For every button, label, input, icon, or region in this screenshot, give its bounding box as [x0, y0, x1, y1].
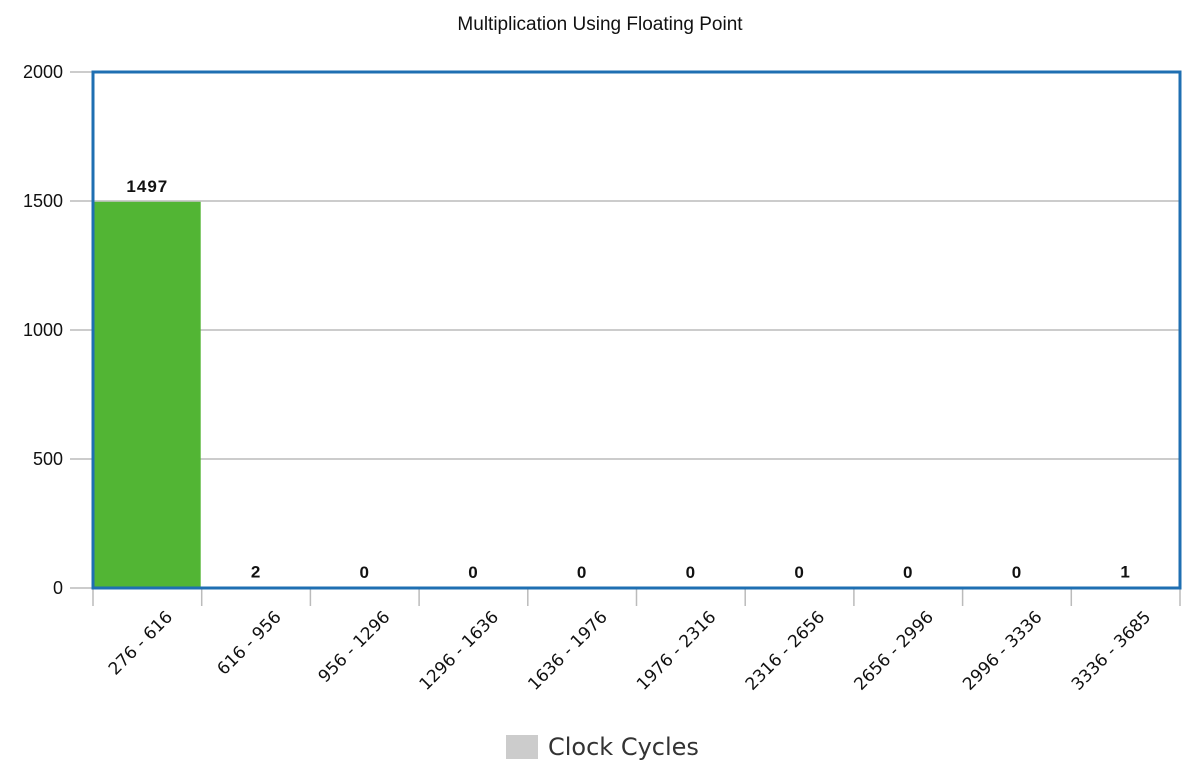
legend-label: Clock Cycles: [548, 733, 699, 761]
data-label: 0: [903, 563, 913, 582]
data-label: 0: [686, 563, 696, 582]
x-tick-label: 956 - 1296: [315, 607, 395, 687]
data-label: 2: [251, 562, 261, 581]
plot-frame: [91, 70, 1182, 590]
chart-title: Multiplication Using Floating Point: [457, 14, 743, 35]
data-label: 1: [1120, 563, 1130, 582]
x-tick-label: 1296 - 1636: [416, 607, 503, 694]
x-tick-label: 1636 - 1976: [524, 607, 611, 694]
x-tick-label: 3336 - 3685: [1068, 607, 1155, 694]
y-tick-label: 500: [33, 449, 63, 469]
bar: [94, 201, 201, 589]
y-tick-label: 0: [53, 578, 63, 598]
x-tick-label: 1976 - 2316: [633, 607, 720, 694]
data-label: 0: [468, 563, 478, 582]
x-tick-label: 276 - 616: [105, 607, 177, 679]
x-tick-label: 616 - 956: [214, 607, 286, 679]
data-label: 0: [1012, 563, 1022, 582]
data-label: 1497: [126, 177, 168, 196]
x-tick-label: 2996 - 3336: [959, 607, 1046, 694]
x-tick-label: 2656 - 2996: [850, 607, 937, 694]
legend-swatch: [506, 735, 538, 759]
y-tick-label: 1000: [23, 320, 63, 340]
x-tick-label: 2316 - 2656: [742, 607, 829, 694]
data-label: 0: [360, 563, 370, 582]
y-tick-label: 1500: [23, 191, 63, 211]
data-label: 0: [577, 563, 587, 582]
data-label: 0: [794, 563, 804, 582]
y-tick-label: 2000: [23, 62, 63, 82]
legend[interactable]: Clock Cycles: [506, 733, 699, 761]
